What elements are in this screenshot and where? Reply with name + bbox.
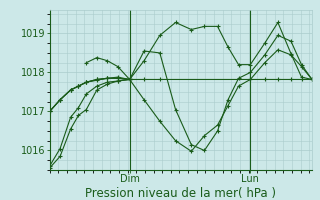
X-axis label: Pression niveau de la mer( hPa ): Pression niveau de la mer( hPa ) [85,187,276,200]
